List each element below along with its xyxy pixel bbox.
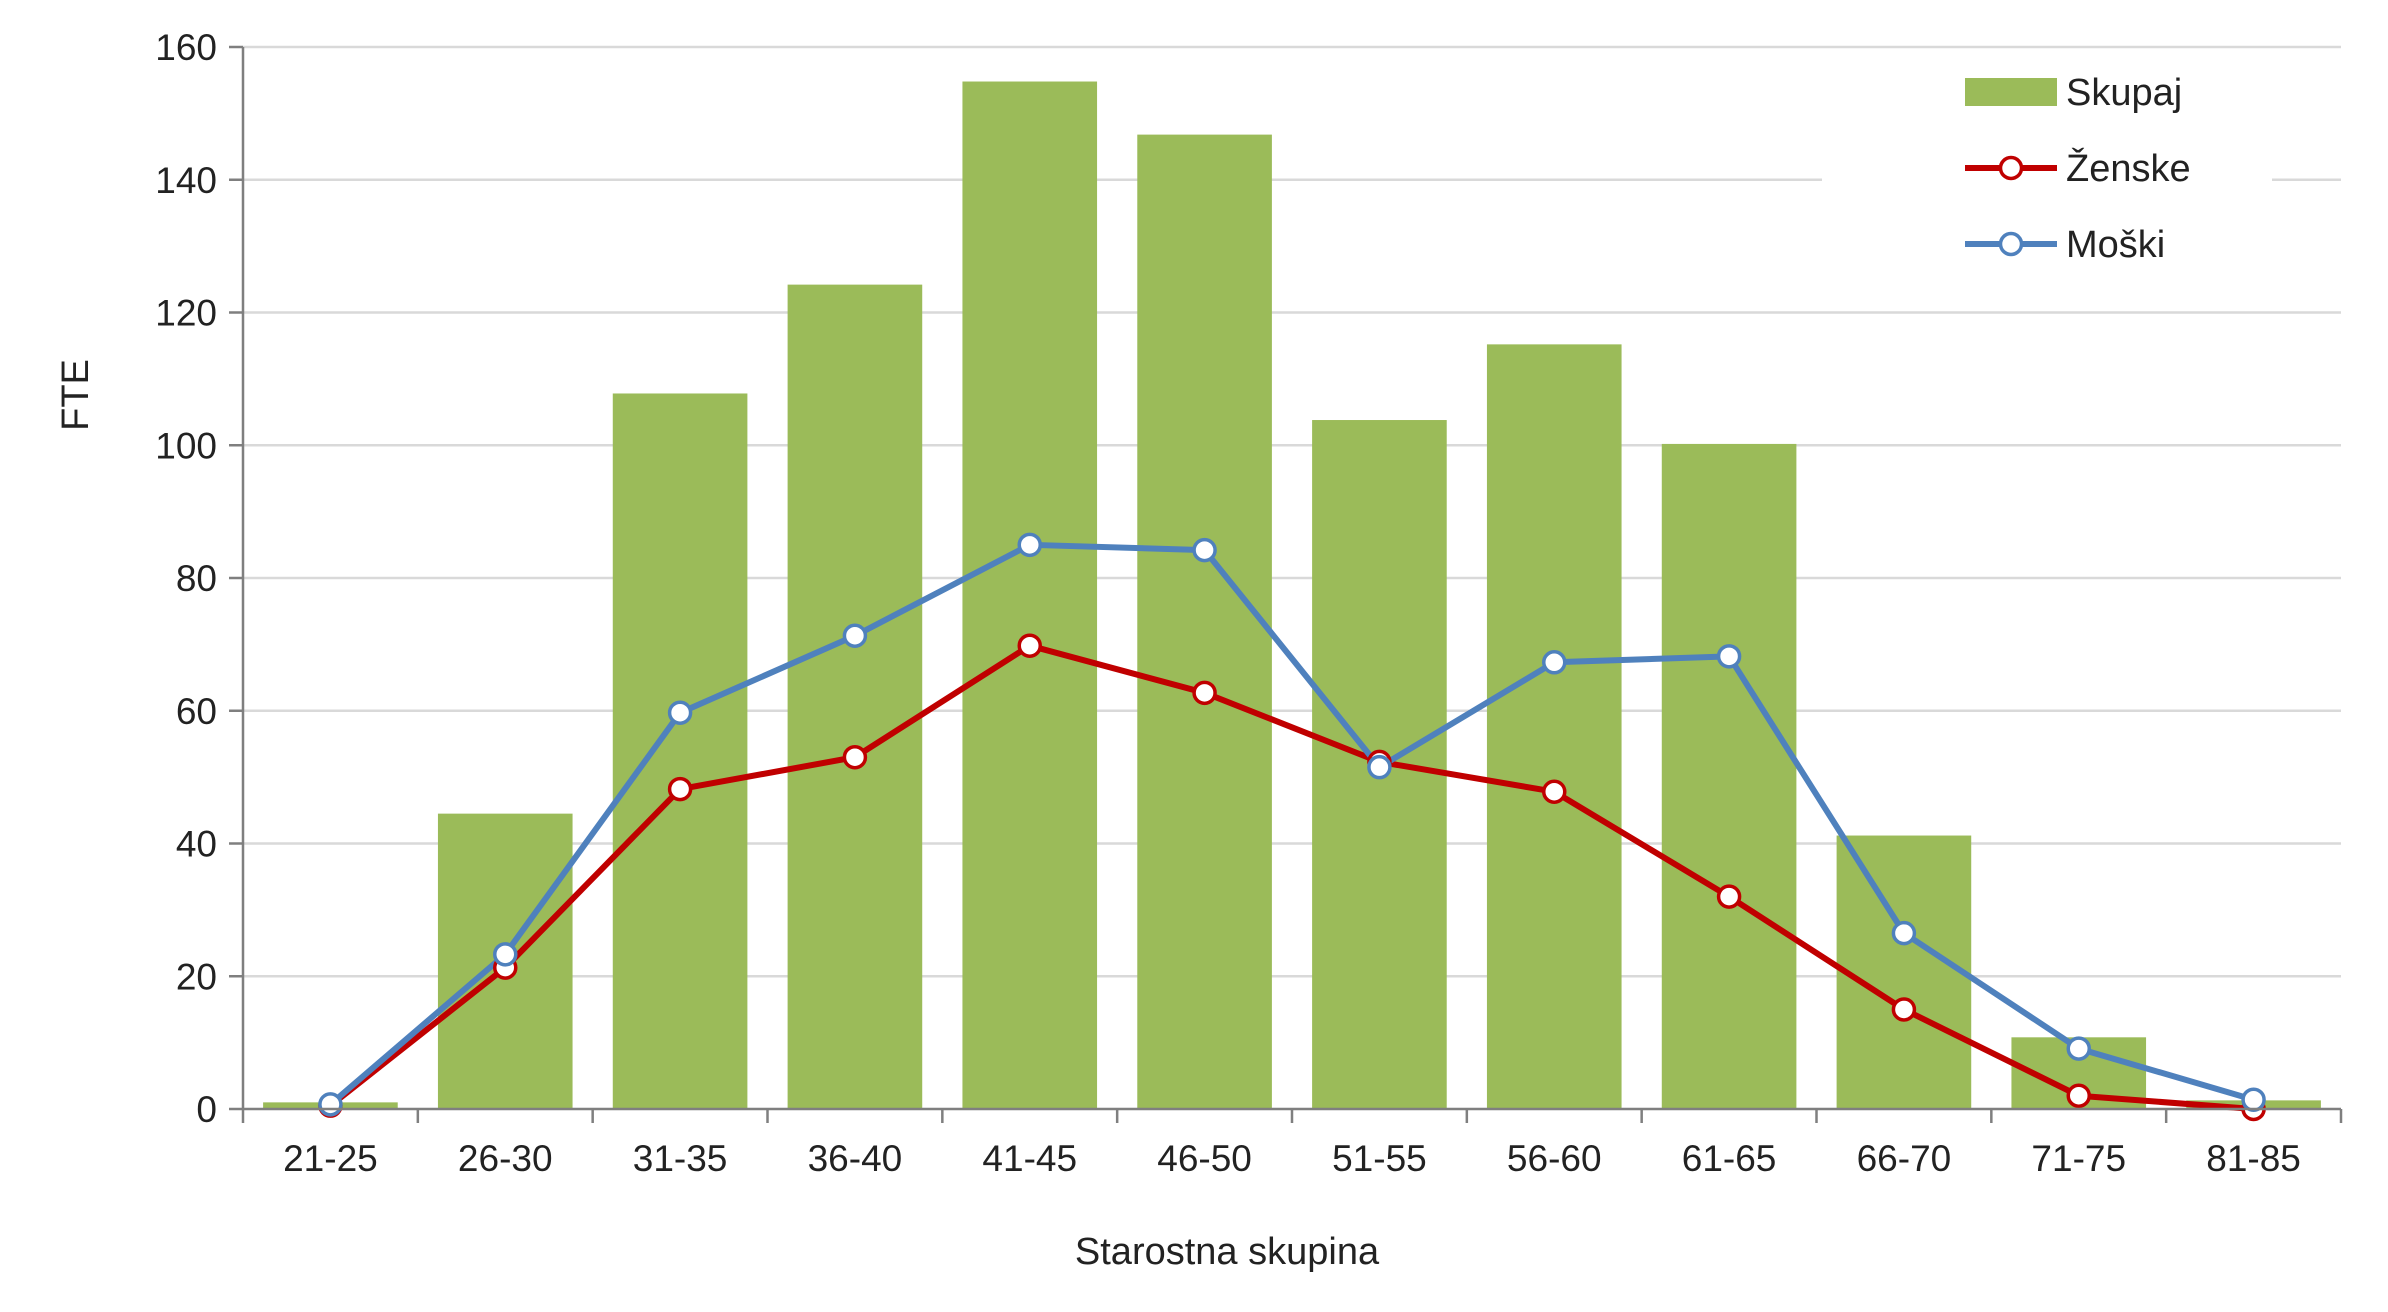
- y-tick-label: 20: [176, 956, 217, 997]
- point-zenske: [1542, 779, 1567, 804]
- bar-skupaj: [962, 81, 1098, 1109]
- series-lines: [318, 532, 2266, 1122]
- bar-skupaj: [1836, 835, 1972, 1109]
- point-moski: [1192, 537, 1217, 563]
- point-moski: [493, 942, 518, 967]
- legend: Skupaj Ženske Moški: [1822, 50, 2272, 270]
- bar-skupaj: [787, 284, 923, 1109]
- legend-marker-moski: [1998, 231, 2024, 257]
- y-tick-label: 0: [196, 1089, 217, 1130]
- point-zenske: [842, 744, 868, 770]
- point-zenske: [1716, 884, 1742, 909]
- x-tick-label: 61-65: [1682, 1138, 1777, 1179]
- legend-label-moski: Moški: [2066, 224, 2165, 266]
- x-tick-label: 71-75: [2031, 1138, 2126, 1179]
- y-axis-title: FTE: [55, 359, 97, 431]
- y-tick-label: 140: [155, 160, 217, 201]
- x-tick-label: 31-35: [633, 1138, 728, 1179]
- x-tick-label: 51-55: [1332, 1138, 1427, 1179]
- point-zenske: [1891, 997, 1917, 1022]
- x-tick-label: 66-70: [1857, 1138, 1952, 1179]
- x-tick-label: 81-85: [2206, 1138, 2301, 1179]
- point-zenske: [1192, 680, 1217, 706]
- y-tick-label: 120: [155, 293, 217, 334]
- y-tick-label: 60: [176, 691, 217, 732]
- x-tick-label: 21-25: [283, 1138, 378, 1179]
- x-tick-label: 56-60: [1507, 1138, 1602, 1179]
- bars-skupaj: [263, 81, 2321, 1110]
- x-tick-label: 46-50: [1157, 1138, 1252, 1179]
- point-zenske: [2066, 1083, 2091, 1108]
- bar-skupaj: [1137, 134, 1272, 1110]
- point-moski: [1891, 920, 1917, 946]
- bar-skupaj: [1486, 344, 1622, 1109]
- point-moski: [1716, 644, 1742, 669]
- point-moski: [2241, 1087, 2266, 1112]
- bar-skupaj: [1661, 443, 1797, 1109]
- point-zenske: [1017, 633, 1042, 658]
- point-moski: [318, 1092, 343, 1117]
- point-moski: [842, 623, 868, 648]
- line-moski: [328, 541, 2255, 1107]
- x-tick-label: 36-40: [808, 1138, 903, 1179]
- point-moski: [1542, 650, 1567, 675]
- y-tick-label: 80: [176, 558, 217, 599]
- point-moski: [667, 700, 693, 725]
- legend-label-zenske: Ženske: [2066, 147, 2191, 190]
- x-tick-label: 41-45: [982, 1138, 1077, 1179]
- point-moski: [1367, 754, 1392, 780]
- legend-marker-zenske: [1998, 155, 2024, 181]
- legend-label-skupaj: Skupaj: [2066, 72, 2182, 114]
- point-moski: [1017, 532, 1042, 558]
- line-zenske: [328, 642, 2254, 1112]
- x-axis-title: Starostna skupina: [1075, 1231, 1380, 1273]
- y-tick-label: 100: [155, 425, 217, 466]
- point-moski: [2066, 1036, 2091, 1061]
- y-tick-label: 40: [176, 824, 217, 865]
- y-tick-label: 160: [155, 27, 217, 68]
- axes: 0 20 40 60 80 100 120 140 160 21-25 26-30 31-35 36-4…: [155, 27, 2343, 1179]
- point-zenske: [667, 776, 693, 802]
- gridlines: [243, 45, 2341, 978]
- bar-skupaj: [612, 393, 748, 1109]
- x-tick-label: 26-30: [458, 1138, 553, 1179]
- legend-swatch-skupaj: [1965, 78, 2057, 106]
